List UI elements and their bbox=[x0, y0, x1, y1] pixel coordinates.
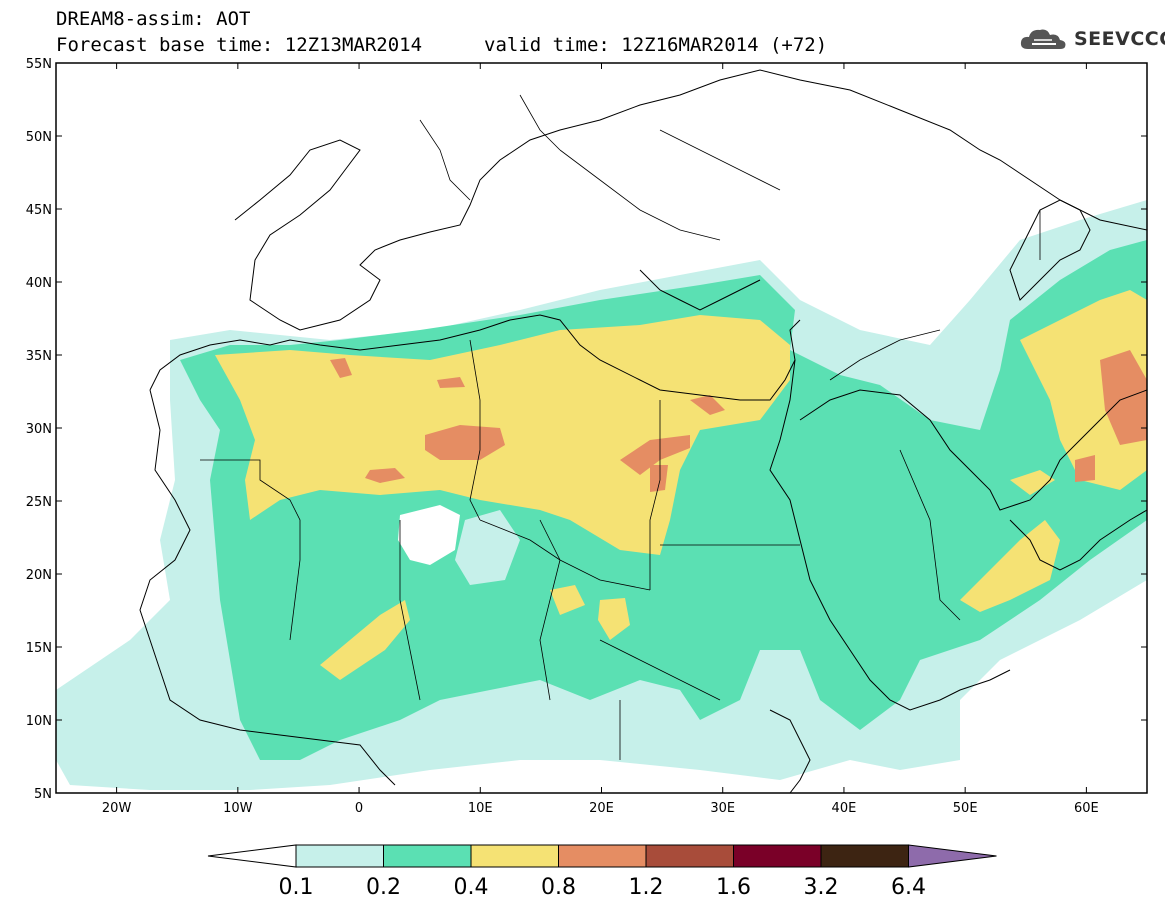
lat-label: 25N bbox=[26, 495, 52, 510]
colorbar-label: 0.2 bbox=[366, 875, 401, 900]
lon-label: 50E bbox=[953, 801, 978, 816]
colorbar-swatch bbox=[820, 844, 909, 868]
colorbar-arrow-high bbox=[908, 844, 997, 868]
colorbar-label: 0.8 bbox=[541, 875, 576, 900]
lat-label: 55N bbox=[26, 57, 52, 72]
colorbar-label: 0.1 bbox=[279, 875, 314, 900]
lat-label: 15N bbox=[26, 641, 52, 656]
logo-text: SEEVCCC bbox=[1074, 28, 1165, 50]
lon-label: 40E bbox=[832, 801, 857, 816]
forecast-base-time: Forecast base time: 12Z13MAR2014 bbox=[56, 34, 423, 56]
colorbar-arrow-low bbox=[207, 844, 297, 868]
lat-label: 40N bbox=[26, 276, 52, 291]
colorbar-label: 0.4 bbox=[454, 875, 489, 900]
colorbar-swatch bbox=[383, 844, 472, 868]
lat-label: 45N bbox=[26, 203, 52, 218]
colorbar-label: 1.2 bbox=[629, 875, 664, 900]
colorbar-swatch bbox=[558, 844, 647, 868]
lon-label: 20E bbox=[589, 801, 614, 816]
lat-label: 30N bbox=[26, 422, 52, 437]
colorbar-label: 3.2 bbox=[804, 875, 839, 900]
colorbar-swatch bbox=[295, 844, 384, 868]
lon-label: 60E bbox=[1074, 801, 1099, 816]
aot-field bbox=[56, 200, 1147, 790]
lat-label: 20N bbox=[26, 568, 52, 583]
colorbar-swatch bbox=[470, 844, 559, 868]
lon-label: 10E bbox=[468, 801, 493, 816]
lon-label: 10W bbox=[223, 801, 253, 816]
latitude-labels: 55N 50N 45N 40N 35N 30N 25N 20N 15N 10N 5N bbox=[26, 57, 52, 802]
colorbar-label: 6.4 bbox=[891, 875, 926, 900]
lon-label: 30E bbox=[710, 801, 735, 816]
country-borders bbox=[200, 94, 1041, 760]
map-title: DREAM8-assim: AOT bbox=[56, 8, 251, 30]
lat-label: 50N bbox=[26, 130, 52, 145]
lon-label: 0 bbox=[355, 801, 363, 816]
lat-label: 35N bbox=[26, 349, 52, 364]
longitude-labels: 20W 10W 0 10E 20E 30E 40E 50E 60E bbox=[102, 801, 1099, 816]
coastlines bbox=[139, 69, 1147, 793]
seevccc-logo: SEEVCCC bbox=[1018, 24, 1165, 54]
axis-ticks bbox=[56, 62, 1147, 794]
colorbar-swatch bbox=[645, 844, 734, 868]
colorbar-swatch bbox=[733, 844, 822, 868]
colorbar-label: 1.6 bbox=[716, 875, 751, 900]
colorbar: 0.1 0.2 0.4 0.8 1.2 1.6 3.2 6.4 bbox=[207, 844, 997, 900]
valid-time: valid time: 12Z16MAR2014 (+72) bbox=[484, 34, 828, 56]
lat-label: 10N bbox=[26, 714, 52, 729]
cloud-icon bbox=[1020, 29, 1066, 49]
lon-label: 20W bbox=[102, 801, 132, 816]
lat-label: 5N bbox=[34, 787, 52, 802]
